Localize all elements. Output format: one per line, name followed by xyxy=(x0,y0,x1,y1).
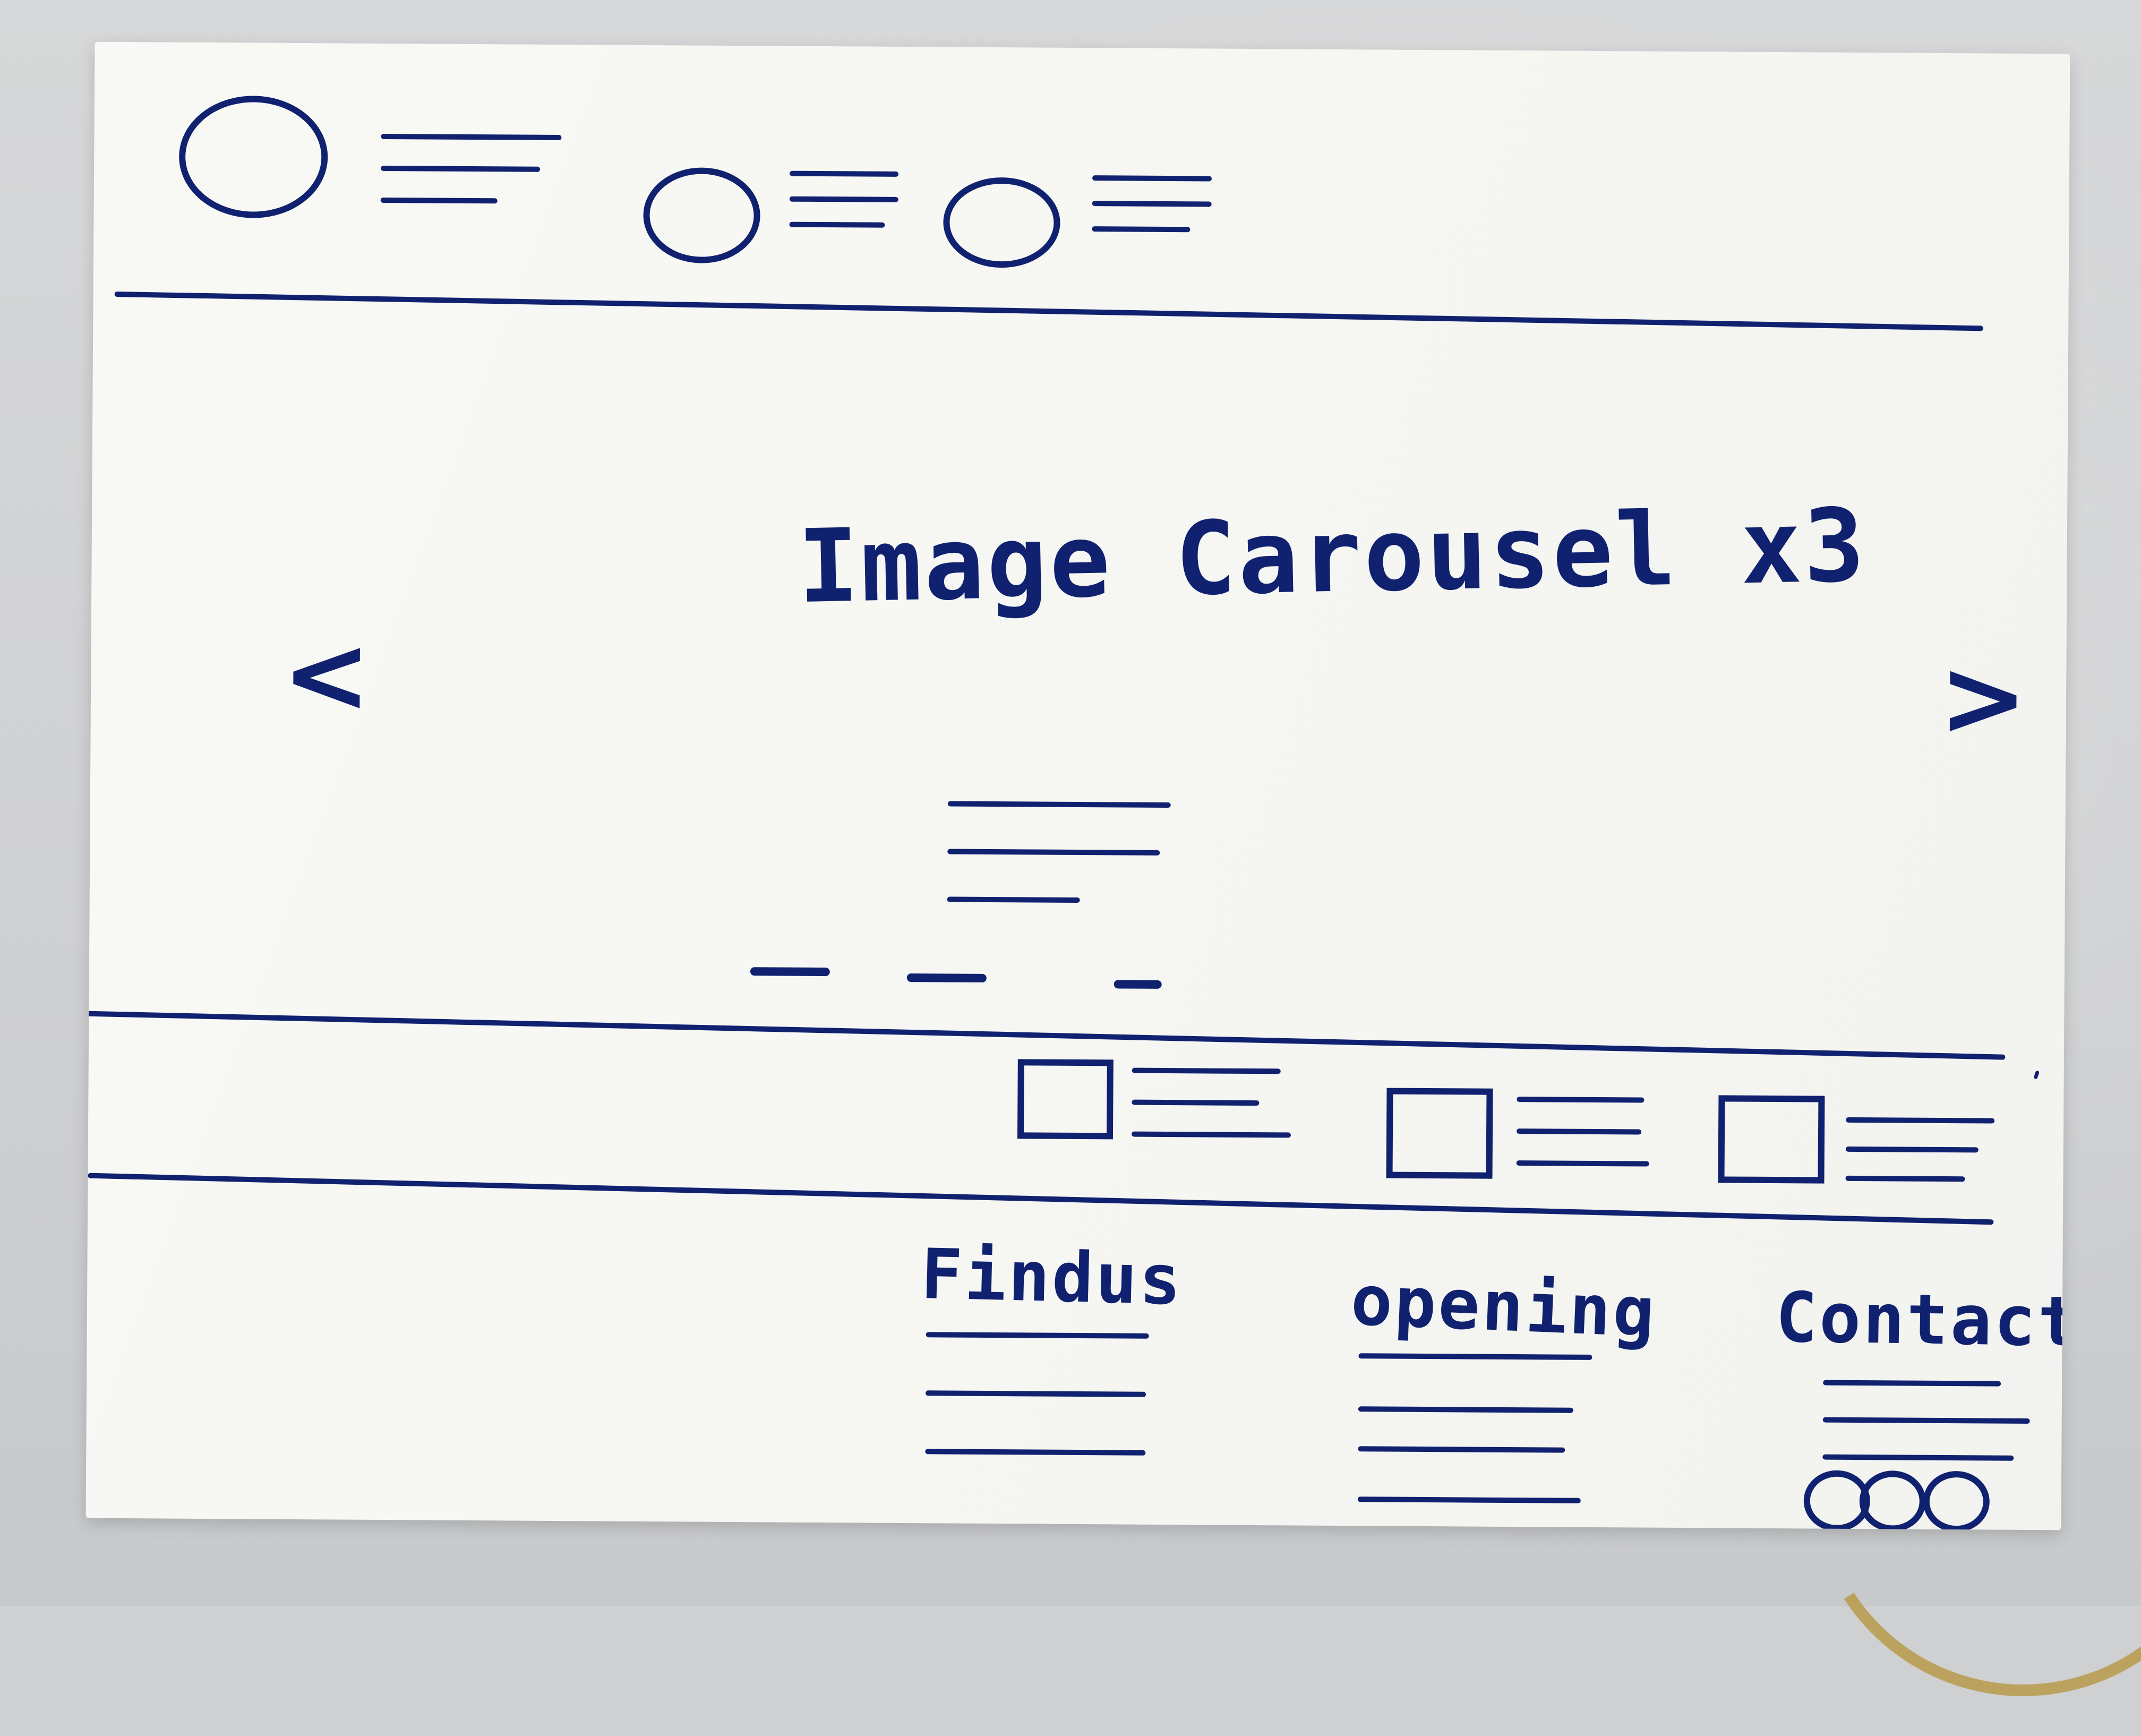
wireframe-paper: Image Carousel x3 < > Findus opening xyxy=(85,41,2070,1530)
carousel-next-button[interactable]: > xyxy=(1938,636,2028,760)
nav-item-2-circle-icon[interactable] xyxy=(943,177,1060,268)
carousel-indicator-2[interactable] xyxy=(906,973,987,982)
feature-3-square-icon xyxy=(1718,1095,1825,1184)
carousel-divider xyxy=(85,1011,2006,1060)
stray-mark xyxy=(2033,1070,2040,1080)
carousel-indicator-3[interactable] xyxy=(1114,980,1162,989)
nav-item-1-circle-icon[interactable] xyxy=(643,167,761,264)
carousel-indicator-1[interactable] xyxy=(750,967,830,977)
carousel-prev-button[interactable]: < xyxy=(281,612,372,737)
feature-2-square-icon xyxy=(1386,1088,1493,1179)
footer-opening-label: opening xyxy=(1349,1260,1658,1353)
footer-find-us-label: Findus xyxy=(920,1233,1184,1321)
footer-divider xyxy=(88,1173,1994,1225)
header-divider xyxy=(114,291,1984,331)
logo-circle-icon xyxy=(178,95,328,219)
carousel-title: Image Carousel x3 xyxy=(797,486,1868,626)
feature-1-square-icon xyxy=(1017,1059,1114,1140)
